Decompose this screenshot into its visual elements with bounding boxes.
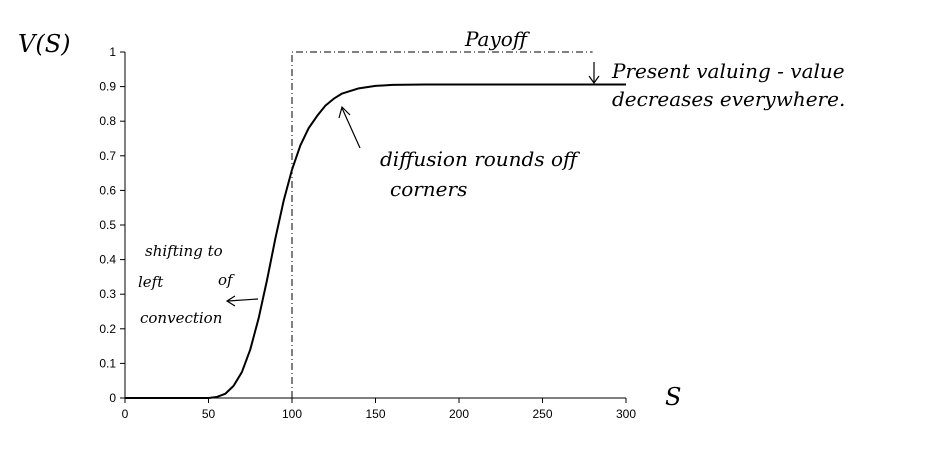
y-tick-label: 0.8 — [99, 114, 116, 128]
y-tick-label: 0.5 — [99, 218, 116, 232]
x-tick-label: 300 — [616, 407, 636, 421]
arrow-diffusion — [338, 105, 361, 149]
x-tick-label: 250 — [532, 407, 552, 421]
annotation-present-valuing-1: Present valuing - value — [611, 59, 845, 83]
annotation-shifting-3: of — [218, 271, 235, 289]
y-tick-label: 0.7 — [99, 149, 116, 163]
y-tick-label: 0 — [109, 391, 116, 405]
y-tick-label: 0.6 — [99, 183, 116, 197]
x-tick-label: 0 — [122, 407, 129, 421]
payoff-line — [291, 51, 593, 398]
y-tick-label: 0.3 — [99, 287, 116, 301]
y-axis-label: V(S) — [18, 30, 71, 58]
x-tick-label: 50 — [202, 407, 216, 421]
axes — [124, 52, 626, 399]
annotation-shifting-1: shifting to — [145, 242, 223, 260]
annotation-diffusion-1: diffusion rounds off — [380, 147, 581, 171]
ticks: 0 50 100 150 200 250 300 0 0.1 0.2 0.3 0.4 0.5 0.6 0.7… — [99, 45, 636, 421]
y-tick-label: 1 — [109, 45, 116, 59]
y-tick-label: 0.1 — [99, 356, 116, 370]
annotation-shifting-4: convection — [140, 309, 222, 327]
x-tick-label: 100 — [282, 407, 302, 421]
annotation-shifting-2: left — [138, 273, 164, 291]
y-tick-label: 0.4 — [99, 253, 116, 267]
x-tick-label: 150 — [365, 407, 385, 421]
series-group — [125, 51, 626, 399]
value-curve — [125, 83, 626, 399]
arrow-shifting — [225, 295, 259, 307]
annotation-diffusion-2: corners — [390, 177, 467, 201]
annotation-present-valuing-2: decreases everywhere. — [612, 87, 845, 111]
y-tick-label: 0.2 — [99, 322, 116, 336]
x-axis-label: S — [665, 383, 681, 411]
arrow-present-valuing — [588, 62, 600, 85]
annotation-payoff: Payoff — [464, 27, 531, 51]
x-tick-label: 200 — [449, 407, 469, 421]
y-tick-label: 0.9 — [99, 80, 116, 94]
